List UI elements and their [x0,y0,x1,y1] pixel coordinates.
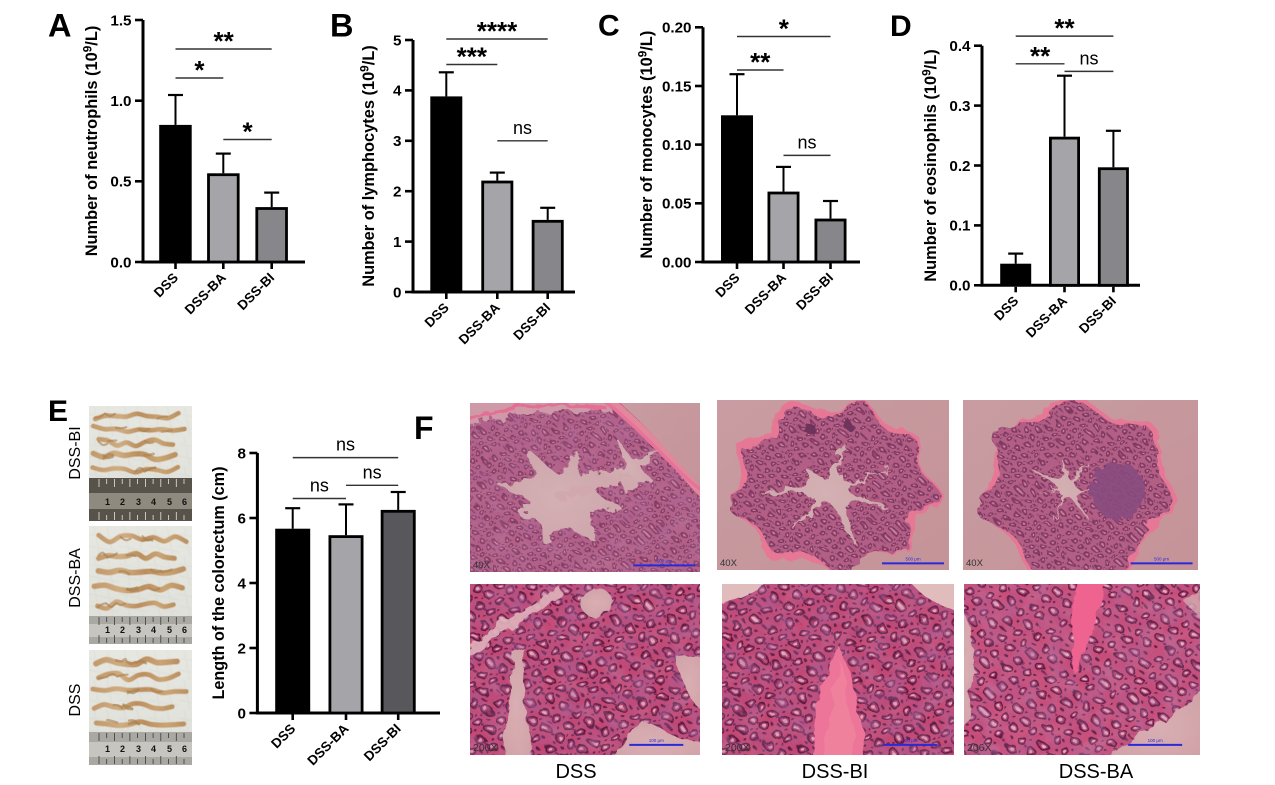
svg-text:ns: ns [797,132,816,152]
svg-text:1: 1 [393,234,402,251]
svg-text:0.5: 0.5 [110,174,132,191]
svg-text:DSS-BA: DSS-BA [67,548,84,608]
svg-text:2: 2 [120,744,125,754]
svg-text:0.2: 0.2 [949,158,970,175]
svg-text:3: 3 [393,133,401,150]
svg-text:Number of monocytes (109/L): Number of monocytes (109/L) [636,31,656,259]
svg-text:200X: 200X [725,742,750,754]
svg-text:6: 6 [237,510,245,527]
svg-text:100 μm: 100 μm [902,738,917,743]
svg-text:4: 4 [151,625,156,635]
svg-text:ns: ns [310,476,329,496]
svg-text:2: 2 [393,184,401,201]
svg-text:0.1: 0.1 [949,218,971,235]
svg-text:2: 2 [120,625,125,635]
svg-text:6: 6 [182,497,187,507]
svg-text:***: *** [457,42,488,72]
svg-text:0.0: 0.0 [110,254,131,271]
svg-text:8: 8 [237,445,245,462]
svg-text:*: * [194,55,205,85]
svg-text:6: 6 [182,744,187,754]
svg-text:500 μm: 500 μm [657,559,672,564]
svg-text:ns: ns [336,435,355,455]
svg-text:DSS: DSS [555,761,596,783]
svg-text:4: 4 [151,497,156,507]
svg-text:0.05: 0.05 [662,196,692,213]
svg-text:0.4: 0.4 [949,38,971,55]
svg-text:500 μm: 500 μm [905,557,920,562]
svg-text:3: 3 [136,744,141,754]
svg-text:4: 4 [393,83,402,100]
svg-text:4: 4 [237,575,246,592]
svg-text:Number of lymphocytes (109/L): Number of lymphocytes (109/L) [358,45,378,287]
svg-text:0: 0 [237,705,245,722]
svg-text:0.10: 0.10 [662,137,692,154]
svg-text:Length of the colorectum (cm): Length of the colorectum (cm) [210,467,228,700]
svg-text:0.0: 0.0 [949,278,970,295]
svg-text:0.3: 0.3 [949,98,970,115]
svg-text:1.5: 1.5 [110,12,132,29]
svg-text:DSS-BI: DSS-BI [802,761,869,783]
svg-text:100 μm: 100 μm [649,738,664,743]
svg-text:6: 6 [182,625,187,635]
svg-text:**: ** [1054,13,1075,43]
svg-text:**: ** [213,26,234,56]
svg-text:1: 1 [105,497,110,507]
svg-text:100 μm: 100 μm [1148,738,1163,743]
svg-text:3: 3 [136,497,141,507]
svg-text:2: 2 [237,640,245,657]
svg-text:0: 0 [393,284,401,301]
svg-text:1: 1 [105,744,110,754]
svg-text:**: ** [750,47,771,77]
svg-text:206X: 206X [967,742,992,754]
svg-text:40X: 40X [473,560,491,571]
svg-text:0.00: 0.00 [662,254,692,271]
svg-text:F: F [414,410,434,446]
svg-text:5: 5 [167,625,172,635]
svg-text:DSS-BI: DSS-BI [67,426,84,479]
svg-text:40X: 40X [720,558,738,569]
svg-text:0.15: 0.15 [662,78,692,95]
svg-text:**: ** [1030,41,1051,71]
svg-text:Number of eosinophils (109/L): Number of eosinophils (109/L) [920,49,940,281]
svg-text:5: 5 [393,32,402,49]
svg-text:3: 3 [136,625,141,635]
svg-text:ns: ns [1079,48,1098,68]
svg-text:*: * [242,117,253,147]
svg-text:ns: ns [363,462,382,482]
svg-text:DSS-BA: DSS-BA [1059,761,1134,783]
svg-text:Number of neutrophils (109/L): Number of neutrophils (109/L) [81,26,101,257]
svg-text:D: D [890,10,912,43]
svg-text:B: B [330,8,353,44]
svg-text:ns: ns [513,118,532,138]
svg-text:500 μm: 500 μm [1154,557,1169,562]
svg-text:DSS: DSS [67,684,84,717]
svg-text:*: * [779,14,790,44]
svg-text:40X: 40X [966,558,984,569]
svg-text:5: 5 [167,744,172,754]
svg-text:1: 1 [105,625,110,635]
svg-text:0.20: 0.20 [662,20,692,37]
svg-text:E: E [48,395,68,428]
svg-text:4: 4 [151,744,156,754]
svg-text:A: A [48,8,71,44]
svg-text:5: 5 [167,497,172,507]
svg-text:1.0: 1.0 [110,93,131,110]
svg-text:200X: 200X [473,742,498,754]
svg-text:2: 2 [120,497,125,507]
svg-text:****: **** [477,16,518,46]
svg-text:C: C [598,10,620,43]
